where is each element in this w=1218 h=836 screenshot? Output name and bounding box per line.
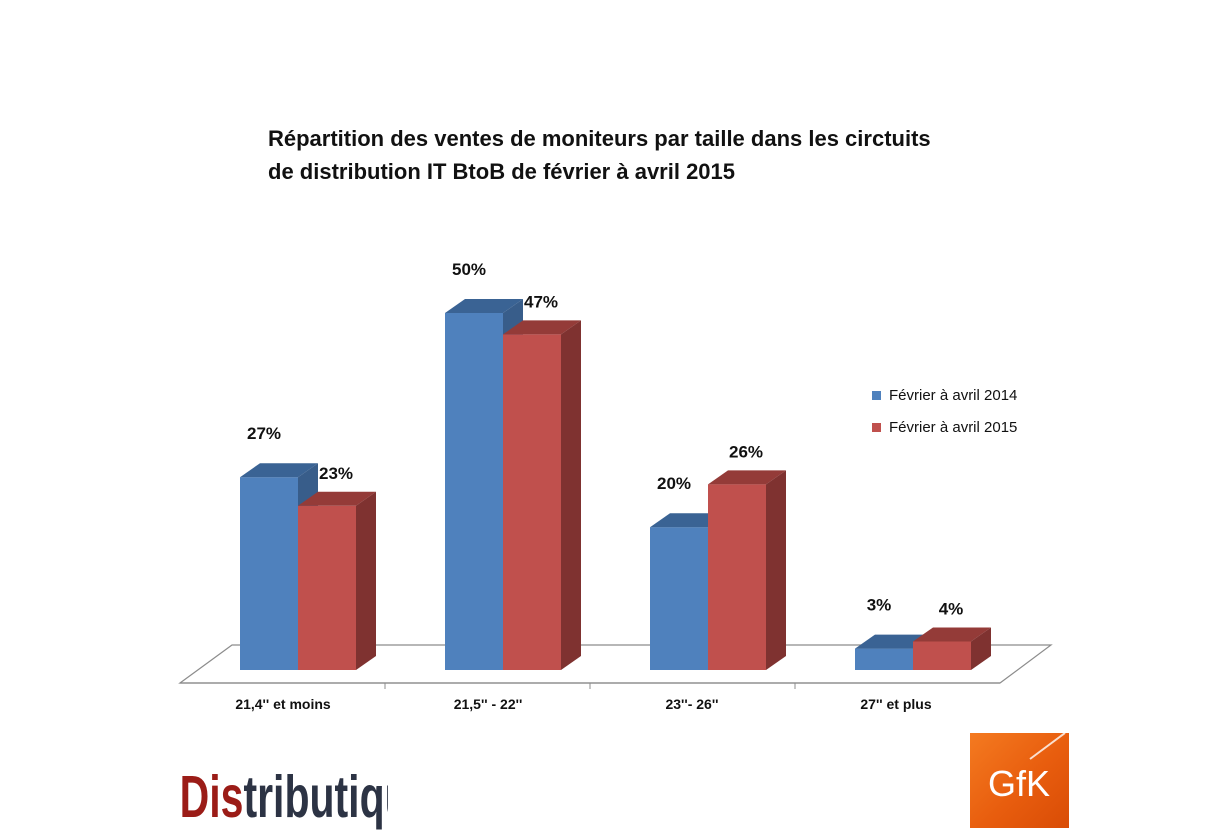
bar-top-0-0 [240,463,318,478]
chart-title-line-1: Répartition des ventes de moniteurs par … [268,126,931,151]
data-label-0-3: 3% [867,596,892,615]
legend-item-2015: Février à avril 2015 [872,416,1017,438]
distributique-logo: Distributique [180,764,388,830]
bar-side-1-1 [561,320,581,670]
bar-1-1 [503,334,561,670]
gfk-logo-art: GfK [988,733,1066,804]
legend-swatch-2014 [872,390,881,400]
bar-0-2 [650,527,708,670]
bar-side-1-3 [971,627,991,670]
gfk-logo-text: GfK [988,763,1050,804]
chart-legend: Février à avril 2014 Février à avril 201… [872,384,1017,448]
bar-chart: 27% 23% 21,4'' et moins 50% 47% 21,5'' - 22''… [178,260,1053,712]
bar-top-1-3 [913,627,991,642]
bar-side-1-2 [766,470,786,670]
distributique-logo-text-a: Dis [180,764,244,830]
data-label-1-1: 47% [524,292,558,311]
bar-1-3 [913,641,971,670]
data-label-0-1: 50% [452,260,486,279]
x-tick-label-2: 23''- 26'' [665,696,718,712]
legend-swatch-2015 [872,422,881,432]
chart-title-line-2: de distribution IT BtoB de février à avr… [268,159,736,184]
chart-title: Répartition des ventes de moniteurs par … [268,122,1028,188]
data-label-1-3: 4% [939,599,964,618]
data-label-1-2: 26% [729,442,763,461]
bar-1-2 [708,484,766,670]
bar-0-0 [240,477,298,670]
legend-label-2014: Février à avril 2014 [889,386,1018,404]
bar-top-1-1 [503,320,581,335]
distributique-logo-text: Distributique [180,764,388,830]
bar-top-0-1 [445,299,523,313]
x-tick-label-1: 21,5'' - 22'' [454,696,523,712]
bar-1-0 [298,505,356,670]
data-label-0-0: 27% [247,424,281,443]
x-tick-label-0: 21,4'' et moins [235,696,331,712]
bar-side-1-0 [356,491,376,670]
bar-top-1-0 [298,491,376,506]
distributique-logo-text-b: tributique [243,764,388,830]
legend-item-2014: Février à avril 2014 [872,384,1017,406]
data-label-1-0: 23% [319,464,353,483]
bar-top-1-2 [708,470,786,485]
bar-0-1 [445,313,503,670]
bar-0-3 [855,648,913,670]
data-label-0-2: 20% [657,474,691,493]
x-tick-label-3: 27'' et plus [860,696,931,712]
gfk-logo: GfK [970,733,1069,828]
legend-label-2015: Février à avril 2015 [889,418,1018,436]
